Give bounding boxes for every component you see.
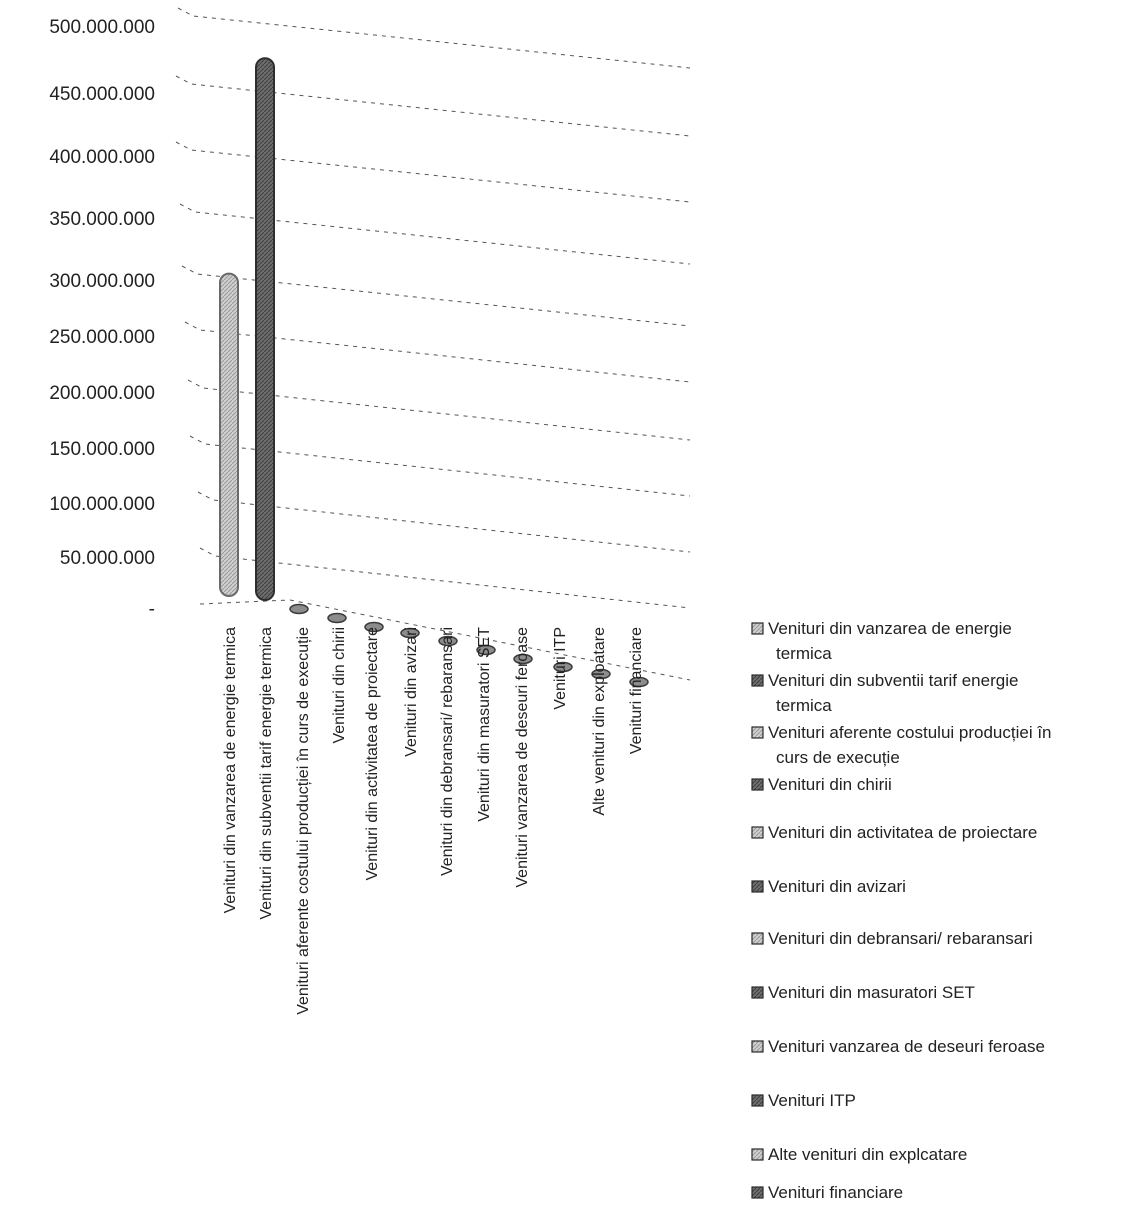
legend-label: Venituri din chirii [768,775,892,794]
y-axis-ticks: - 50.000.000 100.000.000 150.000.000 200.000… [49,17,155,620]
x-tick-label: Venituri din masuratori SET [476,627,493,822]
legend-item: Venituri ITP [751,1091,856,1110]
bar [629,676,649,688]
y-tick-label: 300.000.000 [49,271,155,292]
legend-swatch [751,880,764,893]
y-tick-label: - [149,599,155,620]
y-tick-label: 100.000.000 [49,494,155,515]
x-tick-label: Venituri aferente costului producției în… [295,627,312,1015]
x-tick-label: Venituri vanzarea de deseuri feroase [514,627,531,888]
legend-label: Alte venituri din explcatare [768,1145,967,1164]
bar [219,272,239,597]
legend-swatch [751,1094,764,1107]
legend-swatch [751,778,764,791]
x-tick-label: Venituri din subventii tarif energie ter… [258,627,275,920]
legend-item: Venituri vanzarea de deseuri feroase [751,1037,1045,1056]
gridline [184,321,691,383]
bar [438,635,458,647]
bar [364,621,384,633]
legend-label: Venituri din subventii tarif energie [768,671,1018,690]
legend-swatch [751,726,764,739]
bar [327,612,347,624]
legend-label: Venituri din debransari/ rebaransari [768,929,1033,948]
y-tick-label: 400.000.000 [49,147,155,168]
y-tick-label: 250.000.000 [49,327,155,348]
legend-item: Venituri din avizari [751,877,906,896]
x-tick-label: Venituri din debransari/ rebaransari [439,627,456,876]
bar [591,668,611,680]
legend-item: Venituri din debransari/ rebaransari [751,929,1033,948]
legend-label: Venituri din vanzarea de energie [768,619,1012,638]
legend-label: Venituri vanzarea de deseuri feroase [768,1037,1045,1056]
legend-item: Venituri financiare [751,1183,903,1202]
legend-label: termica [776,644,832,663]
gridline [177,7,691,69]
legend-swatch [751,986,764,999]
gridline [199,547,691,609]
legend-swatch [751,1148,764,1161]
x-tick-label: Venituri din chirii [331,627,348,744]
legend-swatch [751,1186,764,1199]
bar [513,653,533,665]
bar [289,603,309,615]
gridline [187,379,691,441]
legend-swatch [751,674,764,687]
gridlines [175,7,691,681]
legend-label: curs de execuție [776,748,900,767]
bar [553,661,573,673]
gridline [197,491,691,553]
bar [476,644,496,656]
legend-swatch [751,826,764,839]
x-tick-label: Venituri ITP [552,627,569,710]
y-tick-label: 450.000.000 [49,84,155,105]
legend-item: Venituri din masuratori SET [751,983,975,1002]
legend: Venituri din vanzarea de energietermicaV… [751,619,1052,1202]
legend-label: Venituri din activitatea de proiectare [768,823,1037,842]
legend-item: Venituri din subventii tarif energie term… [751,671,1018,715]
legend-label: Venituri financiare [768,1183,903,1202]
legend-label: Venituri ITP [768,1091,856,1110]
x-axis-labels: Venituri din vanzarea de energie termica… [222,627,645,1015]
legend-label: Venituri din avizari [768,877,906,896]
y-tick-label: 500.000.000 [49,17,155,38]
legend-label: termica [776,696,832,715]
gridline [189,435,691,497]
bar [255,57,275,601]
legend-item: Venituri din vanzarea de energie termica [751,619,1012,663]
y-tick-label: 150.000.000 [49,439,155,460]
y-tick-label: 50.000.000 [60,548,155,569]
bar [400,627,420,639]
bars [219,57,649,688]
legend-item: Venituri din activitatea de proiectare [751,823,1037,842]
y-tick-label: 350.000.000 [49,209,155,230]
x-tick-label: Alte venituri din exploatare [591,627,608,816]
x-tick-label: Venituri financiare [628,627,645,754]
y-tick-label: 200.000.000 [49,383,155,404]
legend-item: Venituri aferente costului producției în… [751,723,1052,767]
legend-swatch [751,1040,764,1053]
legend-label: Venituri din masuratori SET [768,983,975,1002]
legend-swatch [751,622,764,635]
gridline [175,75,691,137]
x-tick-label: Venituri din vanzarea de energie termica [222,627,239,913]
gridline [175,141,691,203]
x-tick-label: Venituri din activitatea de proiectare [364,627,381,881]
floor-line [199,599,691,681]
legend-item: Venituri din chirii [751,775,892,794]
x-tick-label: Venituri din avizari [403,627,420,757]
legend-label: Venituri aferente costului producției în [768,723,1052,742]
legend-swatch [751,932,764,945]
legend-item: Alte venituri din explcatare [751,1145,967,1164]
